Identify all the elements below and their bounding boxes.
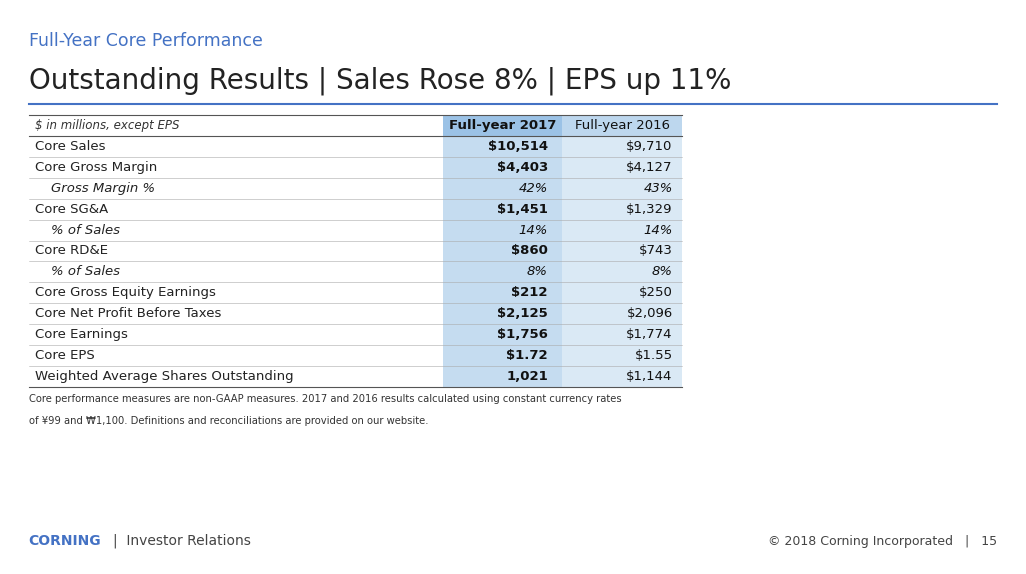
Text: $1,329: $1,329 xyxy=(626,203,673,216)
Text: Core EPS: Core EPS xyxy=(35,349,94,362)
Text: 42%: 42% xyxy=(518,181,548,195)
Text: $212: $212 xyxy=(512,286,548,300)
Text: % of Sales: % of Sales xyxy=(51,223,120,236)
Text: $9,710: $9,710 xyxy=(626,139,673,153)
Text: 43%: 43% xyxy=(643,181,673,195)
Text: $1,451: $1,451 xyxy=(497,203,548,216)
Text: $860: $860 xyxy=(511,245,548,258)
Text: Full-Year Core Performance: Full-Year Core Performance xyxy=(29,32,263,49)
Text: 8%: 8% xyxy=(527,265,548,278)
Text: $ in millions, except EPS: $ in millions, except EPS xyxy=(35,119,180,132)
Text: |  Investor Relations: | Investor Relations xyxy=(113,534,250,548)
Text: Full-year 2016: Full-year 2016 xyxy=(575,119,670,132)
Text: 14%: 14% xyxy=(643,223,673,236)
Text: Core Gross Equity Earnings: Core Gross Equity Earnings xyxy=(35,286,215,300)
Text: Weighted Average Shares Outstanding: Weighted Average Shares Outstanding xyxy=(35,370,293,383)
Text: 14%: 14% xyxy=(518,223,548,236)
Text: $4,127: $4,127 xyxy=(626,161,673,174)
Text: % of Sales: % of Sales xyxy=(51,265,120,278)
Text: Gross Margin %: Gross Margin % xyxy=(51,181,155,195)
Text: Outstanding Results | Sales Rose 8% | EPS up 11%: Outstanding Results | Sales Rose 8% | EP… xyxy=(29,66,732,95)
Text: $4,403: $4,403 xyxy=(497,161,548,174)
Text: Core Gross Margin: Core Gross Margin xyxy=(35,161,157,174)
Text: of ¥99 and ₩1,100. Definitions and reconciliations are provided on our website.: of ¥99 and ₩1,100. Definitions and recon… xyxy=(29,416,428,426)
Text: Core RD&E: Core RD&E xyxy=(35,245,108,258)
Text: $1.55: $1.55 xyxy=(634,349,673,362)
Text: $2,125: $2,125 xyxy=(498,307,548,320)
Text: Core Earnings: Core Earnings xyxy=(35,328,128,342)
Text: Core Net Profit Before Taxes: Core Net Profit Before Taxes xyxy=(35,307,222,320)
Text: 1,021: 1,021 xyxy=(506,370,548,383)
Text: $1,774: $1,774 xyxy=(626,328,673,342)
Text: 8%: 8% xyxy=(652,265,673,278)
Text: $10,514: $10,514 xyxy=(487,139,548,153)
Text: $1.72: $1.72 xyxy=(507,349,548,362)
Text: Full-year 2017: Full-year 2017 xyxy=(449,119,556,132)
Text: $1,756: $1,756 xyxy=(497,328,548,342)
Text: $250: $250 xyxy=(639,286,673,300)
Text: $1,144: $1,144 xyxy=(626,370,673,383)
Text: $743: $743 xyxy=(639,245,673,258)
Text: CORNING: CORNING xyxy=(29,534,102,548)
Text: $2,096: $2,096 xyxy=(627,307,673,320)
Text: Core SG&A: Core SG&A xyxy=(35,203,108,216)
Text: © 2018 Corning Incorporated   |   15: © 2018 Corning Incorporated | 15 xyxy=(768,535,997,548)
Text: Core Sales: Core Sales xyxy=(35,139,106,153)
Text: Core performance measures are non-GAAP measures. 2017 and 2016 results calculate: Core performance measures are non-GAAP m… xyxy=(29,394,622,404)
